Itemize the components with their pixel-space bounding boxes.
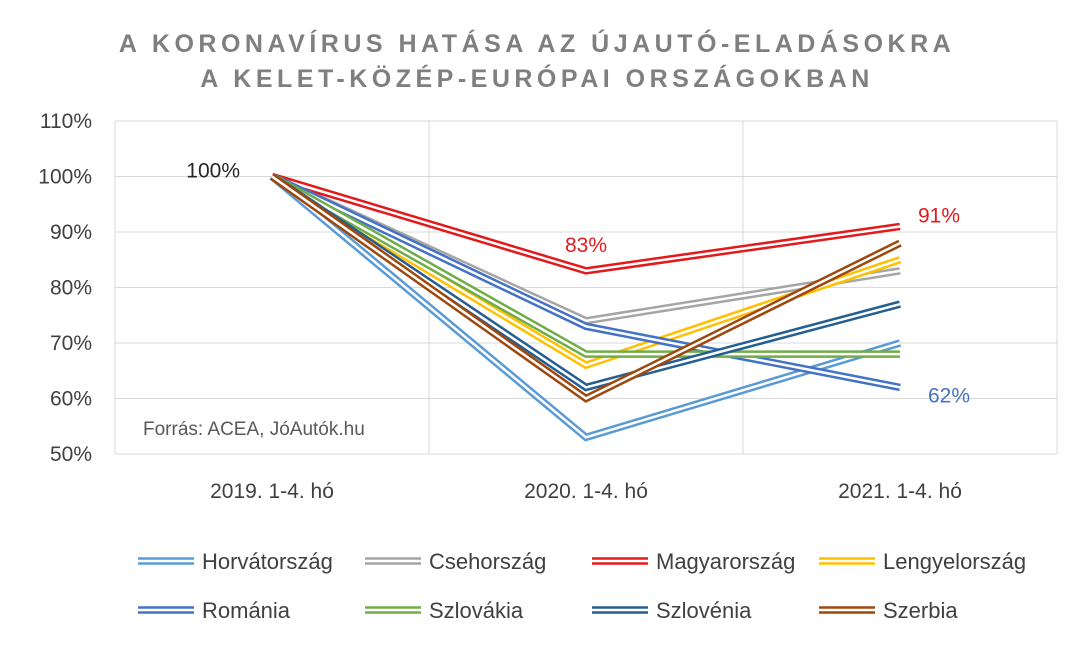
legend-label: Magyarország <box>656 549 795 574</box>
series-line-inner <box>271 175 900 356</box>
legend-label: Szerbia <box>883 598 958 623</box>
series-Horvátország <box>269 173 902 442</box>
gridlines <box>114 120 1058 455</box>
y-tick-label: 60% <box>50 388 92 411</box>
series-Románia <box>270 173 901 392</box>
series-Szlovákia <box>270 173 900 358</box>
source-note: Forrás: ACEA, JóAutók.hu <box>143 419 365 440</box>
legend-item: Horvátország <box>138 549 333 574</box>
legend-item: Lengyelország <box>819 549 1026 574</box>
legend: Horvátország Csehország Magyarország Lengye… <box>138 549 1026 623</box>
data-label: 62% <box>928 384 970 407</box>
legend-item: Szerbia <box>819 598 958 623</box>
legend-item: Románia <box>138 598 291 623</box>
chart-title-line-2: A KELET-KÖZÉP-EURÓPAI ORSZÁGOKBAN <box>200 63 874 93</box>
series-lines <box>269 172 902 442</box>
legend-label: Horvátország <box>202 549 333 574</box>
data-label: 100% <box>186 160 240 183</box>
legend-item: Magyarország <box>592 549 795 574</box>
data-annotations: 100% 83% 91% 62% <box>186 160 970 408</box>
series-line-inner <box>271 175 901 439</box>
x-axis-tick-labels: 2019. 1-4. hó 2020. 1-4. hó 2021. 1-4. hó <box>210 480 962 503</box>
data-label: 91% <box>918 204 960 227</box>
legend-item: Szlovákia <box>365 598 524 623</box>
data-label: 83% <box>565 234 607 257</box>
legend-label: Románia <box>202 598 291 623</box>
series-line-inner <box>271 175 901 389</box>
legend-item: Szlovénia <box>592 598 752 623</box>
legend-item: Csehország <box>365 549 546 574</box>
series-Magyarország <box>270 172 901 275</box>
legend-label: Szlovénia <box>656 598 752 623</box>
y-tick-label: 100% <box>38 166 92 189</box>
series-Szerbia <box>269 173 902 403</box>
legend-label: Szlovákia <box>429 598 524 623</box>
chart-title: A KORONAVÍRUS HATÁSA AZ ÚJAUTÓ-ELADÁSOKR… <box>119 28 955 93</box>
series-line-inner <box>271 175 901 400</box>
x-tick-label: 2019. 1-4. hó <box>210 480 334 503</box>
legend-label: Csehország <box>429 549 546 574</box>
y-axis-tick-labels: 50% 60% 70% 80% 90% 100% 110% <box>38 110 92 466</box>
y-tick-label: 80% <box>50 277 92 300</box>
chart-title-line-1: A KORONAVÍRUS HATÁSA AZ ÚJAUTÓ-ELADÁSOKR… <box>119 28 955 58</box>
legend-label: Lengyelország <box>883 549 1026 574</box>
y-tick-label: 70% <box>50 332 92 355</box>
y-tick-label: 110% <box>40 110 92 133</box>
y-tick-label: 90% <box>50 221 92 244</box>
x-tick-label: 2020. 1-4. hó <box>524 480 648 503</box>
series-line-inner <box>271 175 901 273</box>
x-tick-label: 2021. 1-4. hó <box>838 480 962 503</box>
y-tick-label: 50% <box>50 443 92 466</box>
